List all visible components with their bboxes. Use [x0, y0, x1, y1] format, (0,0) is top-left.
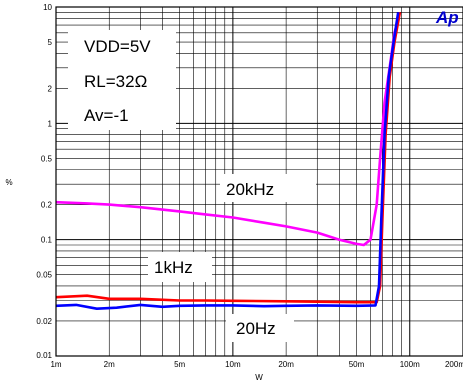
y-axis-label: %: [5, 178, 12, 187]
conditions-box-bg: [68, 30, 176, 130]
annotation-20khz: 20kHz: [220, 174, 316, 202]
x-tick-label: 50m: [349, 360, 365, 369]
annotation-1khz-label: 1kHz: [154, 258, 193, 277]
x-tick-label: 5m: [174, 360, 185, 369]
y-tick-label: 5: [48, 38, 53, 47]
annotation-20hz-label: 20Hz: [236, 319, 276, 338]
x-tick-label: 10m: [225, 360, 241, 369]
y-tick-label: 1: [48, 119, 53, 128]
annotation-20hz-bg: [226, 314, 294, 342]
plot-frame: [55, 6, 463, 357]
x-tick-label: 1m: [50, 360, 61, 369]
conditions-box: VDD=5V RL=32Ω Av=-1: [68, 30, 176, 130]
y-tick-label: 2: [48, 84, 53, 93]
series-20khz-line: [55, 11, 402, 247]
condition-vdd: VDD=5V: [84, 37, 151, 56]
ap-logo: Ap: [435, 8, 459, 27]
annotation-20khz-bg: [220, 174, 316, 202]
series-lines: [55, 11, 402, 310]
y-tick-label: 0.1: [41, 236, 53, 245]
y-tick-labels: 0.01 0.02 0.05 0.1 0.2 0.5 1 2 5 10: [36, 3, 52, 360]
annotation-20khz-label: 20kHz: [226, 180, 274, 199]
annotation-1khz: 1kHz: [148, 252, 212, 282]
x-axis-label: W: [255, 373, 263, 382]
x-tick-label: 200m: [445, 360, 463, 369]
condition-rl: RL=32Ω: [84, 72, 147, 91]
x-tick-label: 2m: [104, 360, 115, 369]
condition-av: Av=-1: [84, 106, 129, 125]
x-tick-labels: 1m 2m 5m 10m 20m 50m 100m 200m: [50, 360, 463, 369]
y-tick-label: 0.02: [36, 317, 52, 326]
annotation-1khz-bg: [148, 252, 212, 282]
x-tick-label: 20m: [278, 360, 294, 369]
grid-lines: [55, 7, 463, 357]
x-tick-label: 100m: [400, 360, 420, 369]
y-tick-label: 0.01: [36, 351, 52, 360]
y-tick-label: 0.05: [36, 271, 52, 280]
series-20hz-line: [55, 12, 400, 310]
annotation-20hz: 20Hz: [226, 314, 294, 342]
y-tick-label: 10: [43, 3, 52, 12]
y-tick-label: 0.2: [41, 201, 53, 210]
y-tick-label: 0.5: [41, 154, 53, 163]
